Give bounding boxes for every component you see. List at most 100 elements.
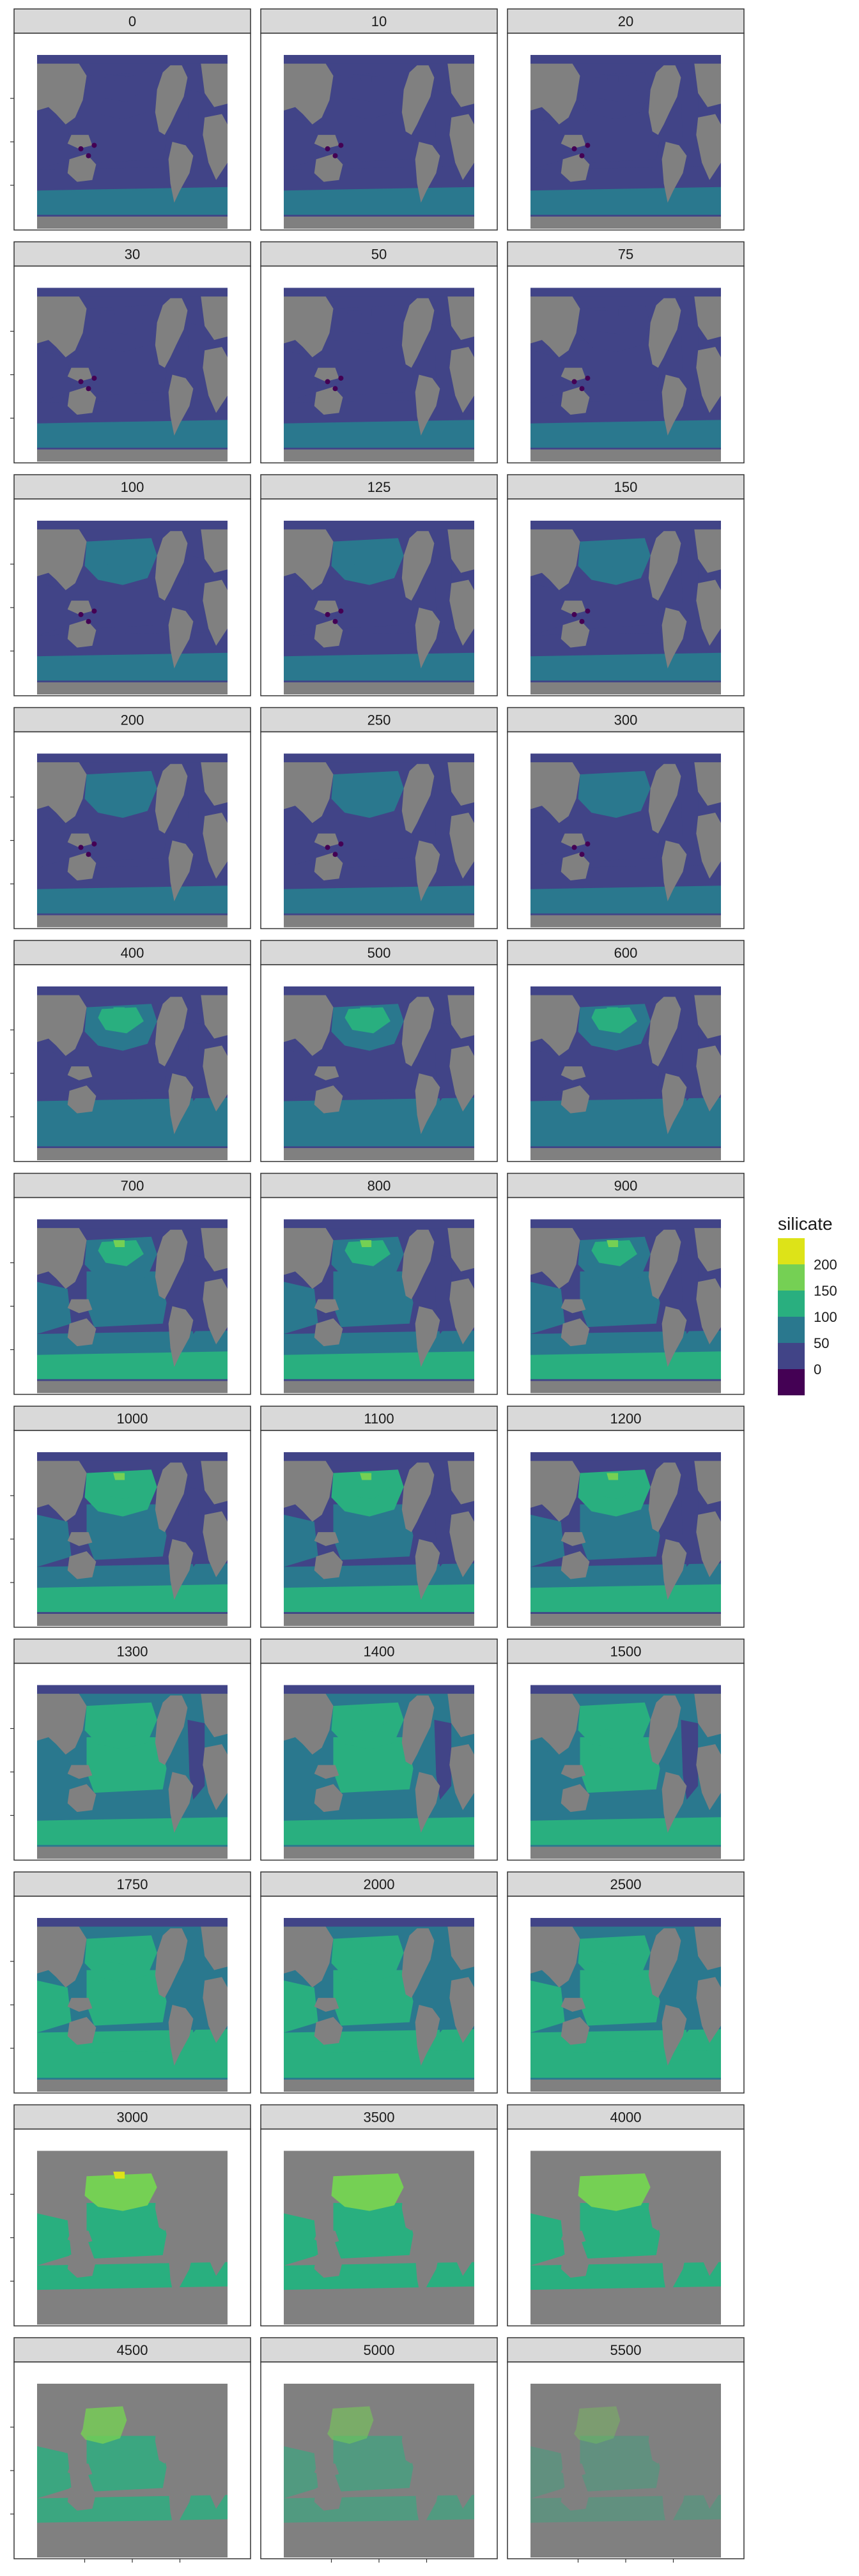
land-mass [67,1784,97,1813]
land-mass [662,1306,687,1367]
land-mass [694,1228,721,1272]
land-mass [284,1460,334,1522]
silicate-zone [284,55,474,64]
land-mass [561,135,586,149]
land-mass [37,682,228,694]
silicate-zone [530,1747,565,1800]
land-mass [203,2210,228,2276]
land-mass [284,915,474,928]
land-mass [447,1694,474,1738]
silicate-point [325,146,330,151]
land-mass [67,2250,97,2278]
land-mass [37,1228,87,1289]
land-mass [203,1744,228,1811]
silicate-zone [187,1021,205,1101]
silicate-point [325,379,330,385]
land-mass [155,2161,188,2231]
land-mass [561,833,586,848]
map-raster [37,1918,228,2092]
land-mass [662,608,687,669]
silicate-point [338,841,344,847]
silicate-zone [607,1706,619,1713]
facet-strip [13,940,251,965]
land-mass [662,142,687,203]
land-mass [67,387,97,415]
land-mass [449,2442,474,2509]
land-mass [696,1744,721,1811]
map-raster [530,986,721,1160]
land-mass [449,1744,474,1811]
land-mass [662,2471,687,2532]
silicate-zone [434,322,452,402]
facet-panel: 700 [10,1172,251,1395]
land-mass [314,1532,339,1546]
land-mass [67,2230,93,2245]
silicate-zone [360,1706,372,1713]
map-raster [284,521,474,694]
land-mass [155,531,188,601]
facet-strip [507,1172,745,1199]
land-mass [662,2237,687,2299]
land-mass [530,1381,721,1393]
silicate-zone [333,1970,414,2026]
silicate-point [86,852,91,857]
land-mass [530,529,580,590]
silicate-zone [580,340,660,396]
land-mass [284,1381,474,1393]
silicate-zone [530,350,565,402]
silicate-zone [607,541,619,549]
land-mass [201,296,228,341]
legend-key [778,1369,805,1395]
silicate-zone [530,2050,721,2078]
silicate-zone [530,117,565,170]
map-raster [37,55,228,229]
silicate-point [571,611,577,617]
silicate-zone [37,1118,228,1147]
land-mass [696,114,721,180]
land-mass [401,1695,435,1765]
panel-grid: 0 10 20 30 50 75 100 125 150 200 250 300 400 500 600 70… [10,8,745,2563]
silicate-zone [113,774,125,781]
silicate-zone [37,1514,72,1567]
facet-panel: 1000 [10,1406,251,1628]
map-raster [37,2384,228,2557]
facet-panel: 300 [507,707,745,930]
land-mass [168,608,194,669]
land-mass [155,2394,188,2464]
land-mass [37,217,228,229]
land-mass [694,2159,721,2204]
silicate-zone [37,420,228,448]
land-mass [37,449,228,462]
silicate-zone [98,1938,144,1965]
land-mass [168,1539,194,1600]
silicate-zone [284,1351,474,1379]
facet-panel: 5500 [507,2337,745,2563]
facet-strip-label: 3500 [364,2110,395,2126]
silicate-zone [530,1817,721,1845]
silicate-zone [530,652,721,681]
land-mass [449,2210,474,2276]
land-mass [561,2250,590,2278]
silicate-point [579,386,585,392]
land-mass [201,2392,228,2436]
land-mass [662,1073,687,1135]
land-mass [314,833,339,848]
silicate-zone [530,2213,565,2266]
silicate-zone [607,1938,619,1946]
land-mass [37,1846,228,1859]
facet-strip-label: 100 [121,479,144,495]
silicate-zone [284,1118,474,1147]
silicate-point [91,841,97,847]
land-mass [696,1045,721,1112]
silicate-zone [86,1504,167,1560]
map-raster [530,2150,721,2325]
land-mass [314,1784,343,1813]
facet-strip-label: 75 [618,247,633,263]
land-mass [449,1977,474,2043]
land-mass [561,2483,590,2511]
land-mass [284,1926,334,1988]
facet-strip [13,1871,251,1897]
silicate-zone [530,1584,721,1613]
land-mass [447,529,474,573]
silicate-zone [344,1240,391,1266]
